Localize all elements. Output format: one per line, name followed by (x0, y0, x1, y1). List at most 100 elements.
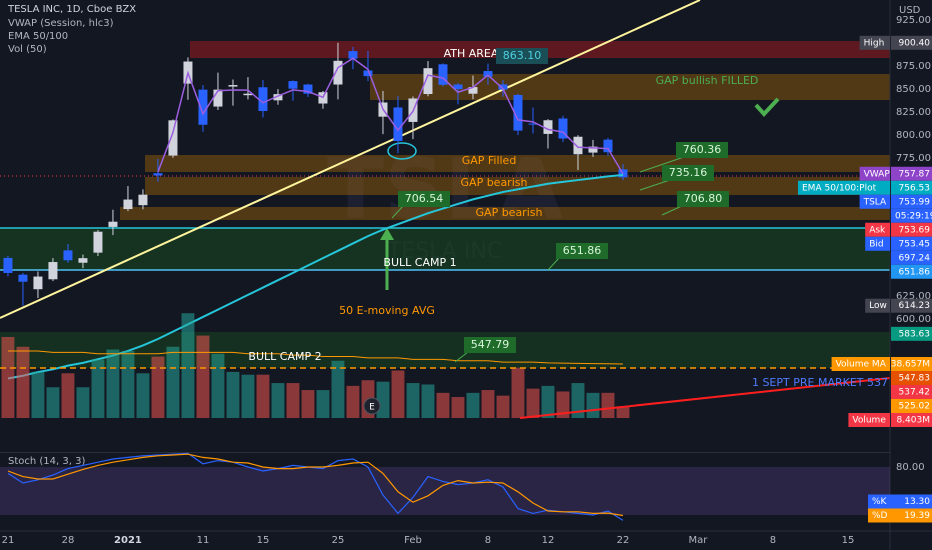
price-tag-name-bg (859, 194, 890, 209)
volume-bar (91, 359, 105, 418)
candle-body (78, 258, 88, 263)
annotation-text: 1 SEPT PRE MARKET 537 (752, 376, 888, 389)
price-tag-name: Ask (869, 225, 886, 235)
candle-body (153, 173, 163, 176)
price-tag (891, 384, 932, 399)
candle-body (603, 139, 613, 153)
x-tick-label: 21 (2, 535, 15, 546)
volume-bar (421, 384, 435, 418)
price-tag-name: Volume MA (836, 359, 887, 369)
volume-bar (331, 360, 345, 418)
candle-body (198, 89, 208, 125)
volume-bar (61, 373, 75, 418)
stoch-tag-name: %K (872, 497, 888, 507)
annotation-text: GAP Filled (462, 154, 517, 167)
volume-bar (451, 397, 465, 418)
candle-body (363, 70, 373, 77)
annotations: ATH AREA 863.10 GAP bullish FILLED GAP Fill… (248, 47, 888, 389)
x-tick-label: 22 (617, 535, 630, 546)
price-tag-name-bg (891, 208, 932, 223)
x-tick-label: 25 (332, 535, 345, 546)
gap-zone (120, 207, 890, 220)
annotation-text: GAP bullish FILLED (656, 74, 759, 87)
price-tag (891, 35, 932, 50)
volume-bar (286, 383, 300, 418)
gap-zone (145, 155, 890, 172)
volume-bar (46, 387, 60, 418)
x-tick-label: 11 (197, 535, 210, 546)
stoch-tag-value: 13.30 (904, 497, 930, 507)
price-tag-value: 583.63 (899, 329, 931, 339)
price-tag-name-bg (859, 166, 890, 181)
x-tick-label: 15 (842, 535, 855, 546)
volume-bar (1, 336, 15, 418)
y-tick-label: 800.00 (896, 130, 931, 141)
y-tick-label: 600.00 (896, 314, 931, 325)
currency: USD (899, 5, 921, 16)
callout-box (662, 165, 714, 181)
volume-bar (526, 388, 540, 418)
candle-body (483, 71, 493, 77)
price-tag (891, 298, 932, 313)
candle-body (168, 120, 178, 156)
x-tick-label: 28 (62, 535, 75, 546)
candle-body (558, 118, 568, 139)
volume-bar (466, 392, 480, 418)
highlight-ellipse (387, 142, 417, 160)
callout-text: 760.36 (683, 143, 722, 156)
candle-body (423, 68, 433, 95)
price-tag (891, 236, 932, 251)
candle-body (138, 194, 148, 206)
volume-bar (76, 387, 90, 418)
stoch-tag (868, 494, 932, 509)
annotation-text: BULL CAMP 1 (383, 256, 456, 269)
candle-body (303, 84, 313, 94)
earnings-marker[interactable] (363, 397, 381, 415)
price-tag (891, 250, 932, 265)
legend-indicator: EMA 50/100 (8, 31, 68, 42)
candle-body (273, 94, 283, 101)
price-tag (891, 370, 932, 385)
callout-text: 651.86 (563, 244, 602, 257)
price-tag-name: Volume (852, 415, 886, 425)
volume-bar (316, 390, 330, 418)
candle-body (213, 89, 223, 107)
price-tag-value: 757.87 (899, 169, 931, 179)
price-tag-value: 537.42 (899, 387, 931, 397)
price-tag (891, 412, 932, 427)
price-tag-value: 651.86 (899, 267, 931, 277)
callout-box (398, 191, 450, 207)
candle-body (288, 81, 298, 89)
candle-body (48, 262, 58, 280)
stoch-title: Stoch (14, 3, 3) (8, 456, 85, 467)
watermark-name: TESLA INC (387, 239, 502, 264)
price-tag-value: 525.02 (899, 401, 931, 411)
candle-body (123, 199, 133, 210)
annotation-text: 50 E-moving AVG (339, 304, 435, 317)
y-tick-label: 825.00 (896, 107, 931, 118)
candle-body (33, 276, 43, 290)
volume-bar (436, 392, 450, 418)
candle-body (333, 60, 343, 85)
candle-body (468, 87, 478, 94)
price-tag-value: 753.45 (899, 239, 931, 249)
checkmark (754, 97, 780, 117)
annotation-text: GAP bearish (461, 176, 528, 189)
price-tag (891, 180, 932, 195)
price-tag-name: VWAP (864, 169, 891, 179)
price-tag (891, 326, 932, 341)
stoch-band (0, 467, 890, 515)
legend-indicator: VWAP (Session, hlc3) (8, 18, 114, 29)
overlay-line (157, 57, 624, 175)
volume-bar (616, 406, 630, 418)
volume-bar (166, 346, 180, 418)
price-tag (891, 166, 932, 181)
price-tag-name-bg (848, 412, 890, 427)
volume-bar (151, 356, 165, 418)
x-tick-label: 2021 (114, 535, 142, 546)
price-tag-value: 38.657M (891, 359, 930, 369)
volume-bar (241, 374, 255, 418)
candle-body (3, 257, 13, 273)
volume-bar (106, 349, 120, 418)
